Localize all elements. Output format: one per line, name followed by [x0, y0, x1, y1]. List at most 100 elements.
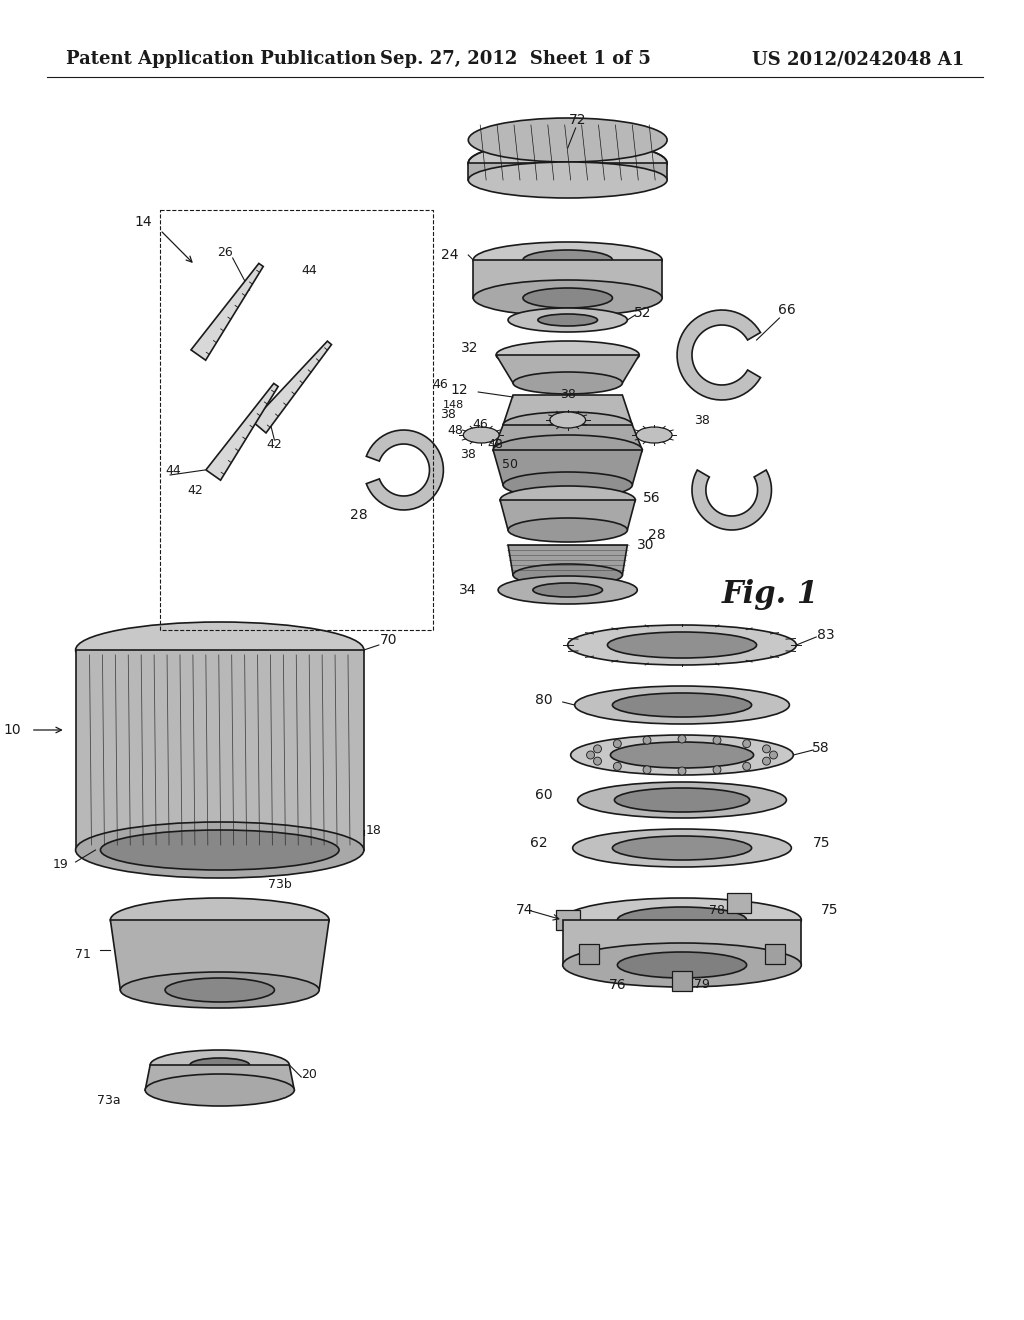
Polygon shape: [765, 944, 785, 964]
Circle shape: [587, 751, 595, 759]
Text: 58: 58: [812, 741, 830, 755]
Ellipse shape: [100, 830, 339, 870]
Polygon shape: [580, 944, 599, 964]
Text: 73a: 73a: [96, 1093, 121, 1106]
Text: 79: 79: [694, 978, 710, 991]
Polygon shape: [500, 500, 635, 531]
Ellipse shape: [508, 308, 628, 333]
Text: 76: 76: [608, 978, 627, 993]
Polygon shape: [672, 972, 692, 991]
Circle shape: [613, 739, 622, 747]
Ellipse shape: [532, 583, 602, 597]
Ellipse shape: [550, 412, 586, 428]
Ellipse shape: [636, 426, 672, 444]
Circle shape: [678, 767, 686, 775]
Circle shape: [613, 763, 622, 771]
Text: 52: 52: [634, 306, 651, 319]
Text: 10: 10: [3, 723, 20, 737]
Ellipse shape: [473, 242, 663, 279]
Ellipse shape: [574, 686, 790, 723]
Text: 46: 46: [432, 379, 449, 392]
Circle shape: [742, 739, 751, 747]
Text: 48: 48: [447, 424, 463, 437]
Text: 42: 42: [187, 483, 203, 496]
Circle shape: [713, 766, 721, 774]
Ellipse shape: [563, 942, 802, 987]
Text: 42: 42: [266, 438, 283, 451]
Text: 24: 24: [441, 248, 459, 261]
Ellipse shape: [523, 288, 612, 308]
Text: 60: 60: [536, 788, 553, 803]
Ellipse shape: [468, 162, 667, 198]
Polygon shape: [727, 892, 752, 912]
Text: 14: 14: [134, 215, 152, 228]
Text: 44: 44: [165, 463, 181, 477]
Ellipse shape: [612, 836, 752, 861]
Ellipse shape: [473, 280, 663, 315]
Polygon shape: [508, 545, 628, 576]
Polygon shape: [473, 260, 663, 298]
Ellipse shape: [617, 907, 746, 933]
Polygon shape: [76, 649, 364, 850]
Text: 62: 62: [530, 836, 548, 850]
Ellipse shape: [165, 978, 274, 1002]
Ellipse shape: [151, 1049, 290, 1080]
Ellipse shape: [570, 735, 794, 775]
Polygon shape: [111, 920, 329, 990]
Ellipse shape: [496, 341, 639, 370]
Polygon shape: [468, 162, 667, 180]
Text: 70: 70: [380, 634, 397, 647]
Text: 83: 83: [817, 628, 835, 642]
Circle shape: [742, 763, 751, 771]
Polygon shape: [145, 1065, 294, 1090]
Text: 75: 75: [812, 836, 829, 850]
Text: 74: 74: [515, 903, 532, 917]
Ellipse shape: [523, 249, 612, 271]
Polygon shape: [191, 264, 263, 360]
Ellipse shape: [538, 314, 598, 326]
Text: Sep. 27, 2012  Sheet 1 of 5: Sep. 27, 2012 Sheet 1 of 5: [380, 50, 650, 69]
Circle shape: [769, 751, 777, 759]
Polygon shape: [563, 920, 802, 965]
Ellipse shape: [145, 1074, 294, 1106]
Ellipse shape: [513, 372, 623, 393]
Ellipse shape: [614, 788, 750, 812]
Ellipse shape: [76, 622, 364, 678]
Polygon shape: [556, 909, 580, 931]
Circle shape: [594, 744, 601, 752]
Polygon shape: [496, 355, 639, 383]
Text: 80: 80: [536, 693, 553, 708]
Ellipse shape: [513, 564, 623, 586]
Ellipse shape: [572, 829, 792, 867]
Text: 66: 66: [777, 304, 796, 317]
Text: 75: 75: [820, 903, 838, 917]
Ellipse shape: [617, 952, 746, 978]
Polygon shape: [692, 470, 771, 529]
Text: 38: 38: [440, 408, 457, 421]
Text: Fig. 1: Fig. 1: [722, 579, 819, 610]
Polygon shape: [252, 341, 332, 433]
Text: 28: 28: [350, 508, 368, 521]
Text: 46: 46: [472, 418, 488, 432]
Circle shape: [643, 766, 651, 774]
Text: 18: 18: [366, 824, 382, 837]
Ellipse shape: [468, 117, 667, 162]
Text: 44: 44: [301, 264, 317, 276]
Text: 32: 32: [461, 341, 478, 355]
Text: 38: 38: [461, 449, 476, 462]
Polygon shape: [677, 310, 761, 400]
Ellipse shape: [503, 473, 632, 498]
Ellipse shape: [578, 781, 786, 818]
Text: US 2012/0242048 A1: US 2012/0242048 A1: [752, 50, 965, 69]
Text: 38: 38: [560, 388, 575, 401]
Text: 38: 38: [694, 413, 710, 426]
Text: 48: 48: [487, 438, 503, 451]
Polygon shape: [367, 430, 443, 510]
Text: 148: 148: [442, 400, 464, 411]
Ellipse shape: [76, 822, 364, 878]
Ellipse shape: [111, 898, 329, 942]
Circle shape: [713, 737, 721, 744]
Ellipse shape: [567, 624, 797, 665]
Ellipse shape: [498, 576, 637, 605]
Polygon shape: [206, 383, 279, 480]
